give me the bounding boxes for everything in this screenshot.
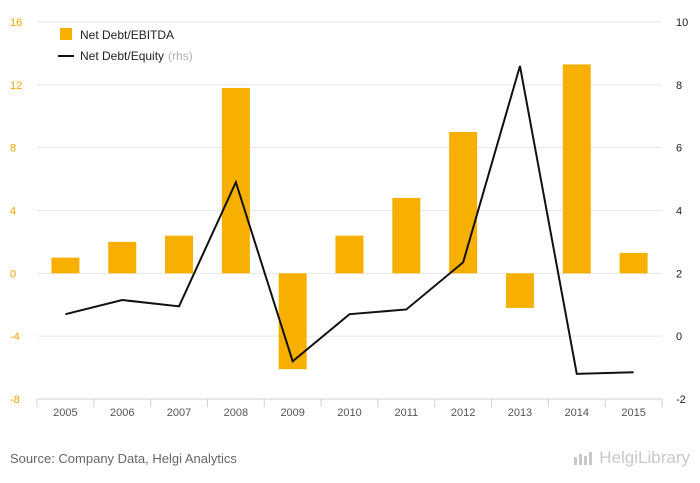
right-tick-label: 4: [676, 206, 682, 218]
net-debt-equity-line: [65, 65, 634, 375]
brand-logo[interactable]: HelgiLibrary: [573, 448, 690, 468]
legend-label-line: Net Debt/Equity (rhs): [80, 49, 193, 63]
left-tick-label: -4: [10, 331, 20, 343]
bar-2006: [108, 241, 137, 274]
bar-2009: [278, 273, 307, 370]
x-tick-label: 2010: [337, 407, 361, 419]
bar-2013: [505, 273, 534, 308]
legend-swatch-bar: [60, 28, 72, 40]
left-tick-label: -8: [10, 394, 20, 406]
x-tick-label: 2013: [508, 407, 532, 419]
x-tick-label: 2005: [53, 407, 77, 419]
x-tick-label: 2006: [110, 407, 134, 419]
bar-2007: [165, 235, 194, 274]
helgi-library-icon: [574, 452, 593, 465]
bar-2011: [392, 197, 421, 274]
legend: Net Debt/EBITDA Net Debt/Equity (rhs): [58, 28, 193, 63]
line-series: [65, 65, 634, 375]
right-tick-label: 6: [676, 143, 682, 155]
x-tick-label: 2015: [621, 407, 645, 419]
left-tick-label: 4: [10, 206, 16, 218]
bar-2012: [449, 131, 478, 274]
footer-background: [0, 436, 700, 483]
right-tick-label: 0: [676, 331, 682, 343]
right-tick-label: 8: [676, 80, 682, 92]
brand-name: HelgiLibrary: [599, 448, 690, 467]
x-tick-label: 2011: [394, 407, 418, 419]
bar-2014: [562, 64, 591, 274]
bar-2015: [619, 252, 648, 274]
x-tick-label: 2009: [280, 407, 304, 419]
right-tick-label: -2: [676, 394, 686, 406]
legend-label-bar: Net Debt/EBITDA: [80, 28, 174, 42]
right-tick-label: 10: [676, 17, 688, 29]
left-tick-label: 12: [10, 80, 22, 92]
x-tick-label: 2012: [451, 407, 475, 419]
bar-2010: [335, 235, 364, 274]
x-tick-label: 2014: [565, 407, 589, 419]
left-tick-label: 8: [10, 143, 16, 155]
bars: [51, 64, 648, 370]
legend-label-line-note: (rhs): [168, 49, 193, 63]
left-tick-label: 16: [10, 17, 22, 29]
axes: -8 -4 0 4 8 12 16 -2 0 2 4 6 8 10 2005 2006 2007 2008 2009…: [10, 17, 688, 419]
x-tick-label: 2007: [167, 407, 191, 419]
legend-label-line-name: Net Debt/Equity: [80, 49, 164, 63]
source-note: Source: Company Data, Helgi Analytics: [10, 451, 237, 466]
x-tick-label: 2008: [224, 407, 248, 419]
right-tick-label: 2: [676, 268, 682, 280]
left-tick-label: 0: [10, 268, 16, 280]
bar-2005: [51, 257, 80, 274]
